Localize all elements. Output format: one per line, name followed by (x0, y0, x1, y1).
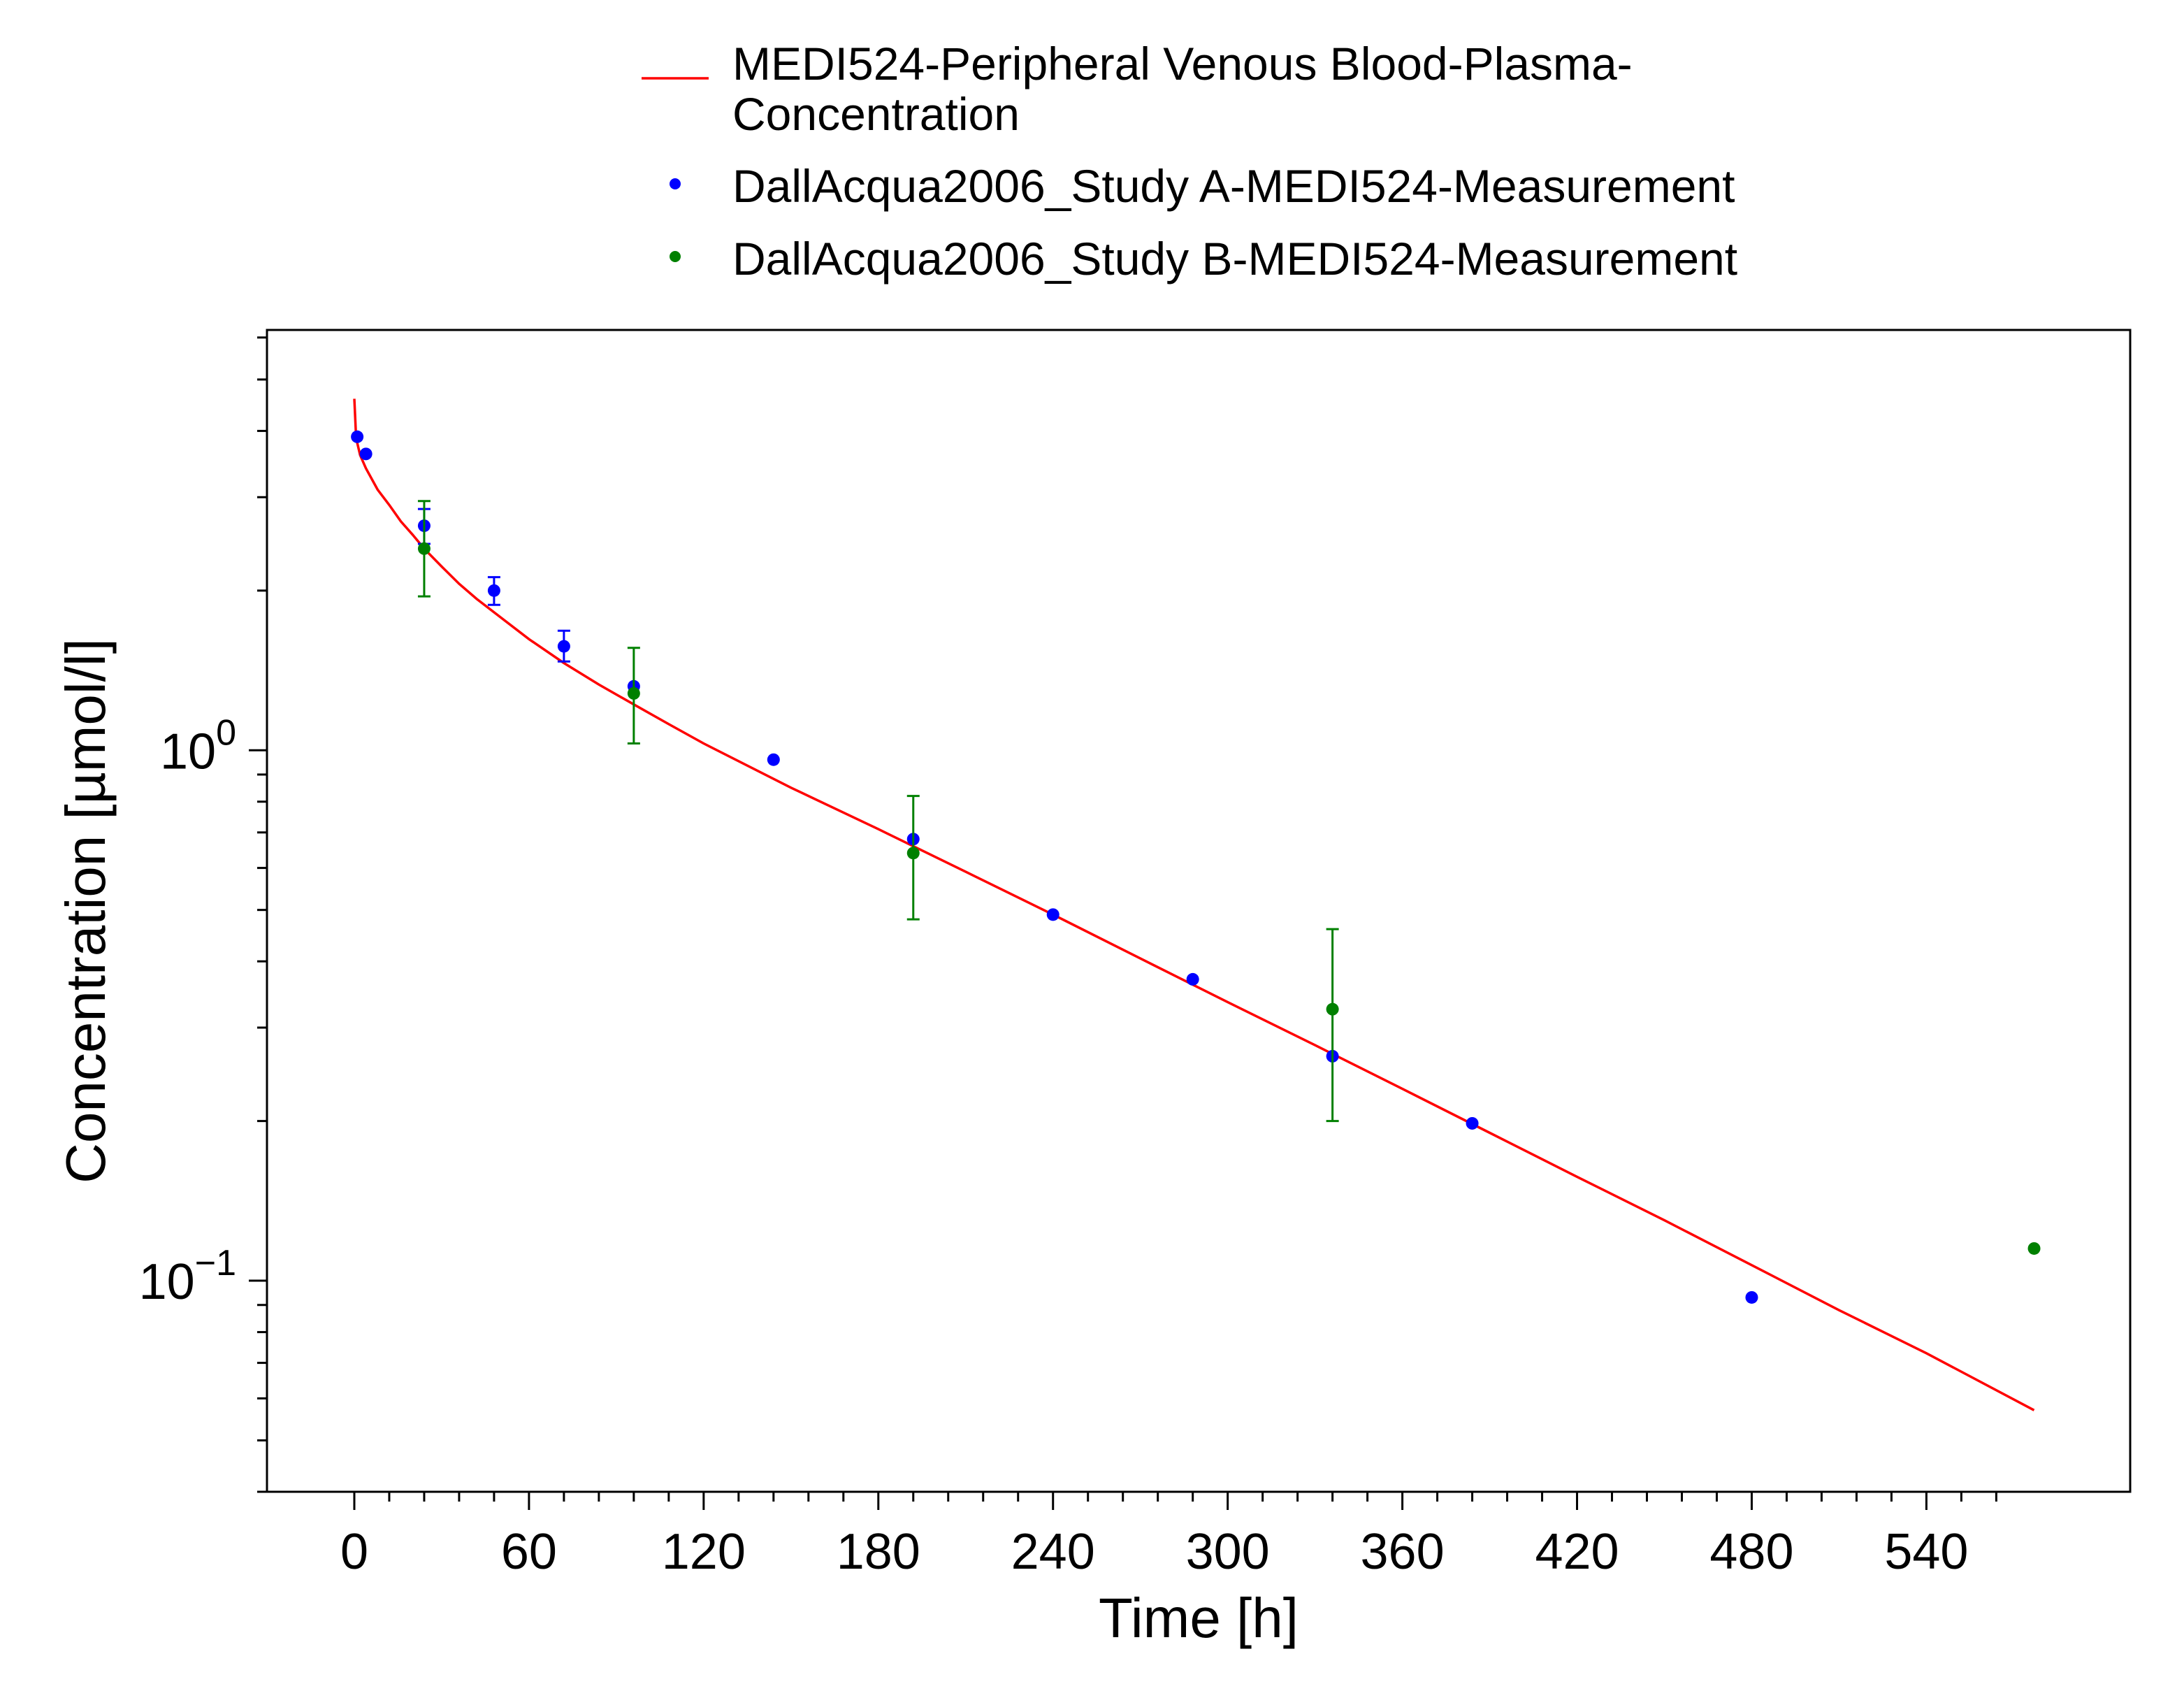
data-point (627, 686, 640, 700)
legend-swatch-dot (670, 251, 681, 262)
data-point (1186, 972, 1199, 986)
x-tick-label: 60 (501, 1524, 557, 1580)
data-point (2027, 1242, 2041, 1255)
plot-area (266, 329, 2132, 1493)
data-point (351, 430, 364, 443)
y-tick-label: 100 (160, 712, 236, 779)
data-point (1326, 1002, 1339, 1016)
data-point (359, 447, 373, 461)
data-point (1466, 1116, 1479, 1130)
x-axis: 0 60 120 180 240 300 360 420 480 540 (340, 1492, 1997, 1580)
legend-label: MEDI524-Peripheral Venous Blood-Plasma-C… (732, 38, 1633, 140)
x-tick-label: 0 (340, 1524, 368, 1580)
data-point (417, 542, 431, 555)
x-tick-label: 120 (662, 1524, 746, 1580)
y-tick-label: 10−1 (139, 1243, 236, 1310)
y-axis: 10−1 100 (139, 336, 267, 1493)
legend-label: DallAcqua2006_Study A-MEDI524-Measuremen… (732, 160, 1735, 212)
series-line-simulation (353, 398, 2035, 1411)
x-tick-label: 180 (837, 1524, 920, 1580)
x-tick-label: 480 (1709, 1524, 1793, 1580)
legend-item: DallAcqua2006_Study A-MEDI524-Measuremen… (670, 160, 1735, 212)
x-tick-label: 420 (1535, 1524, 1619, 1580)
x-tick-label: 300 (1186, 1524, 1270, 1580)
x-tick-label: 360 (1361, 1524, 1445, 1580)
data-point (487, 584, 500, 597)
x-tick-label: 540 (1884, 1524, 1968, 1580)
data-point (767, 753, 780, 766)
data-point (906, 847, 920, 860)
data-point (1745, 1290, 1758, 1304)
data-point (557, 640, 570, 653)
legend-item: MEDI524-Peripheral Venous Blood-Plasma-C… (642, 38, 1633, 140)
series-layer (351, 398, 2041, 1411)
x-axis-label: Time [h] (1099, 1587, 1299, 1649)
legend: MEDI524-Peripheral Venous Blood-Plasma-C… (642, 38, 1737, 285)
x-tick-label: 240 (1011, 1524, 1095, 1580)
series-scatter-1 (351, 430, 1758, 1304)
series-scatter-2 (417, 500, 2041, 1255)
legend-item: DallAcqua2006_Study B-MEDI524-Measuremen… (670, 233, 1737, 285)
legend-label: DallAcqua2006_Study B-MEDI524-Measuremen… (732, 233, 1737, 285)
y-axis-label: Concentration [µmol/l] (55, 638, 117, 1183)
legend-swatch-dot (670, 178, 681, 189)
data-point (1046, 908, 1060, 921)
